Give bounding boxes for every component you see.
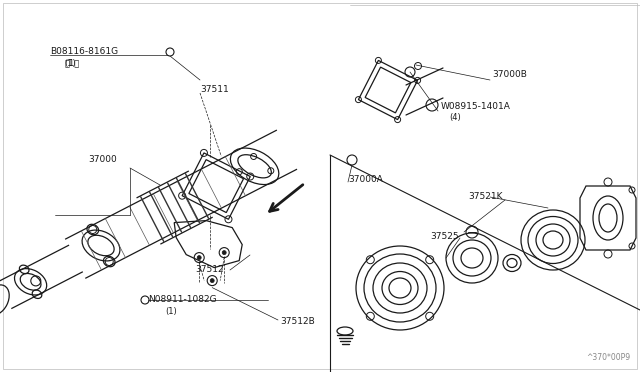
Text: W08915-1401A: W08915-1401A (441, 102, 511, 111)
Text: 37000: 37000 (88, 155, 116, 164)
Text: 、1。: 、1。 (65, 58, 80, 67)
Circle shape (210, 279, 214, 283)
Text: (1): (1) (165, 307, 177, 316)
Text: B08116-8161G: B08116-8161G (50, 47, 118, 56)
Text: 37000B: 37000B (492, 70, 527, 79)
Text: 37511: 37511 (200, 85, 228, 94)
Text: 37525: 37525 (430, 232, 459, 241)
Text: 37512B: 37512B (280, 317, 315, 326)
Text: 37512: 37512 (195, 265, 223, 274)
Text: ^370*00P9: ^370*00P9 (586, 353, 630, 362)
Text: (4): (4) (449, 113, 461, 122)
Text: 37000A: 37000A (348, 175, 383, 184)
Text: (1): (1) (64, 59, 76, 68)
Circle shape (222, 251, 226, 254)
Text: 37521K: 37521K (468, 192, 502, 201)
Text: N08911-1082G: N08911-1082G (148, 295, 216, 304)
Circle shape (197, 256, 201, 260)
